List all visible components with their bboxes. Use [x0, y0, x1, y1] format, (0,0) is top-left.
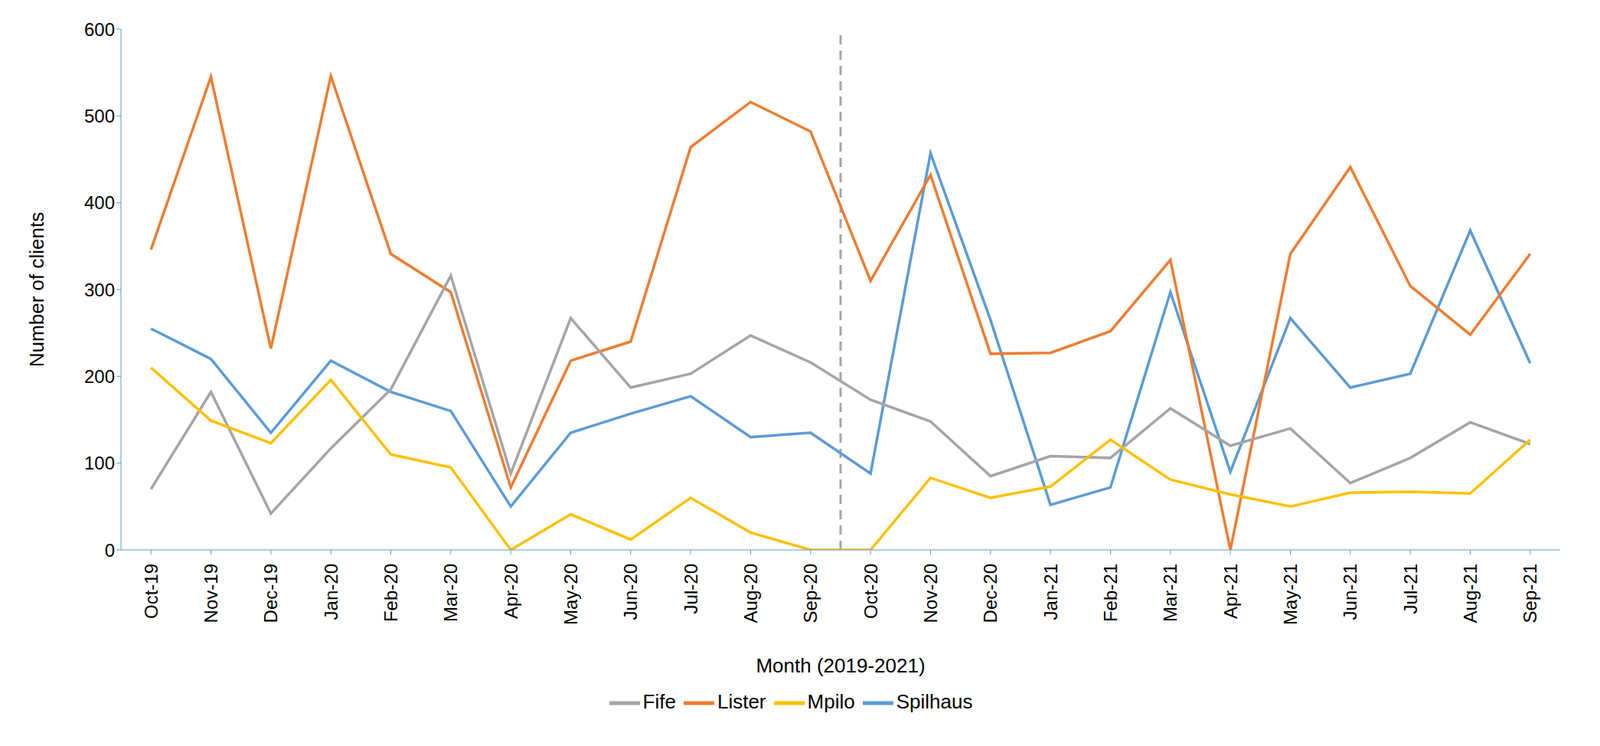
svg-text:Sep-21: Sep-21 [1519, 563, 1541, 623]
svg-text:Number of clients: Number of clients [25, 212, 49, 367]
svg-text:0: 0 [104, 539, 115, 561]
svg-text:100: 100 [84, 452, 115, 474]
html-text:Spilhaus: Spilhaus [896, 689, 973, 713]
svg-text:Nov-20: Nov-20 [920, 563, 941, 623]
svg-text:Dec-20: Dec-20 [979, 563, 1001, 623]
svg-text:Oct-19: Oct-19 [140, 563, 162, 619]
svg-text:Apr-21: Apr-21 [1220, 563, 1241, 619]
svg-text:Jul-21: Jul-21 [1400, 563, 1421, 614]
svg-text:Mar-20: Mar-20 [440, 563, 461, 622]
svg-text:Oct-20: Oct-20 [860, 563, 882, 619]
svg-text:Dec-19: Dec-19 [260, 563, 281, 623]
svg-text:200: 200 [84, 365, 115, 387]
svg-text:Mar-21: Mar-21 [1159, 563, 1181, 622]
svg-text:Feb-20: Feb-20 [380, 563, 402, 622]
svg-text:Aug-20: Aug-20 [740, 563, 761, 623]
html-text:Fife: Fife [642, 689, 676, 713]
svg-text:Jul-20: Jul-20 [680, 563, 702, 614]
svg-text:300: 300 [84, 279, 115, 301]
svg-text:May-20: May-20 [560, 563, 582, 625]
html-text:Mpilo: Mpilo [807, 689, 855, 713]
svg-text:Apr-20: Apr-20 [500, 563, 522, 619]
svg-text:Jan-21: Jan-21 [1040, 563, 1062, 620]
html-text:Lister: Lister [717, 689, 766, 713]
svg-text:400: 400 [84, 192, 115, 213]
svg-text:Jan-20: Jan-20 [320, 563, 342, 620]
svg-text:May-21: May-21 [1280, 563, 1301, 625]
svg-text:Feb-21: Feb-21 [1100, 563, 1121, 622]
svg-text:Aug-21: Aug-21 [1459, 563, 1481, 623]
svg-text:Jun-20: Jun-20 [620, 563, 641, 620]
svg-text:600: 600 [84, 19, 115, 40]
svg-text:500: 500 [84, 105, 115, 127]
svg-text:Nov-19: Nov-19 [200, 563, 222, 623]
svg-text:Jun-21: Jun-21 [1339, 563, 1361, 620]
svg-text:Month (2019-2021): Month (2019-2021) [755, 653, 925, 677]
svg-text:Sep-20: Sep-20 [800, 563, 821, 623]
